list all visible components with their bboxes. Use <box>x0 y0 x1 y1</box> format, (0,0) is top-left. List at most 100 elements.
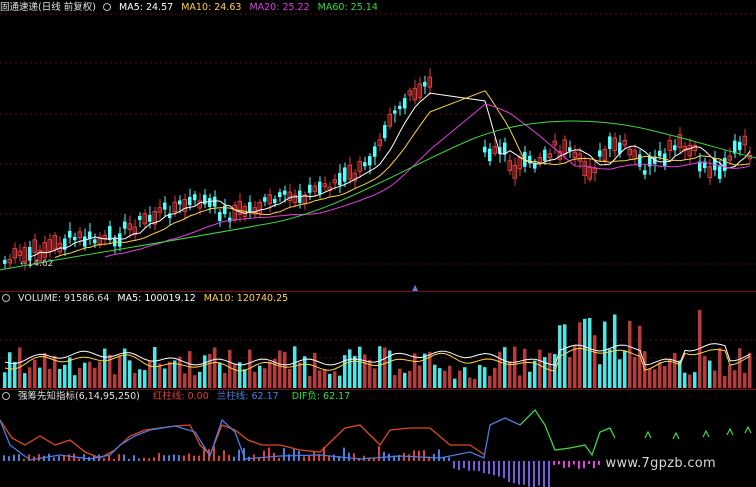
indicator-bar <box>588 461 590 465</box>
candlestick-body <box>718 166 722 179</box>
candlestick-body <box>742 135 747 146</box>
volume-bar <box>463 367 467 388</box>
candlestick-body <box>142 213 147 225</box>
volume-bar <box>728 364 732 388</box>
volume-bar <box>308 375 312 388</box>
candlestick-body <box>663 153 667 167</box>
indicator-bar <box>58 456 60 461</box>
volume-settings-gear-icon[interactable] <box>2 294 10 302</box>
candlestick-body <box>283 190 287 195</box>
indicator-bar <box>518 461 520 485</box>
candlestick-body <box>598 150 602 157</box>
volume-bar <box>328 373 332 388</box>
volume-bar <box>53 355 57 388</box>
candlestick-body <box>223 205 227 215</box>
indicator-settings-gear-icon[interactable] <box>2 392 10 400</box>
candlestick-body <box>622 139 627 146</box>
indicator-bar <box>338 456 340 461</box>
indicator-bar <box>583 461 585 469</box>
indicator-bar <box>38 454 40 461</box>
volume-bar <box>418 365 422 388</box>
indicator-bar <box>13 454 15 461</box>
candlestick-body <box>572 151 577 158</box>
indicator-bar <box>128 458 130 461</box>
indicator-bar <box>568 461 570 468</box>
candlestick-body <box>152 210 157 225</box>
volume-bar <box>413 353 417 388</box>
candlestick-body <box>692 144 697 152</box>
indicator-bar <box>423 450 425 461</box>
candlestick-body <box>687 144 692 157</box>
candlestick-body <box>347 164 352 180</box>
candlestick-body <box>352 172 357 182</box>
candlestick-body <box>423 81 427 87</box>
candlestick-body <box>287 191 292 202</box>
candlestick-body <box>168 213 172 219</box>
indicator-bar <box>18 454 20 461</box>
volume-bar <box>213 347 217 388</box>
candlestick-body <box>318 181 322 194</box>
volume-bar <box>453 378 457 388</box>
volume-bars <box>3 310 752 388</box>
volume-bar <box>373 368 377 388</box>
volume-bar <box>348 349 352 388</box>
indicator-bar <box>133 455 135 461</box>
volume-bar <box>108 354 112 388</box>
candlestick-body <box>703 161 707 169</box>
candlestick-body <box>248 202 252 213</box>
volume-bar <box>358 346 362 388</box>
volume-bar <box>238 362 242 388</box>
volume-bar <box>478 364 482 388</box>
volume-bar <box>178 356 182 388</box>
indicator-bar <box>258 457 260 461</box>
indicator-bar <box>103 457 105 461</box>
indicator-bar <box>153 457 155 461</box>
volume-bar <box>233 364 237 388</box>
volume-bar <box>43 352 47 388</box>
volume-bar <box>83 362 87 388</box>
volume-bar <box>93 367 97 388</box>
indicator-bar <box>578 461 580 469</box>
candlestick-body <box>498 147 502 154</box>
indicator-bar <box>348 452 350 461</box>
indicator-bar <box>278 457 280 461</box>
indicator-bar <box>343 447 345 461</box>
indicator-bar <box>498 461 500 477</box>
candlestick-body <box>733 140 737 154</box>
volume-bar <box>278 350 282 388</box>
indicator-bar <box>443 457 445 461</box>
indicator-bar <box>598 461 600 465</box>
candlestick-body <box>22 247 27 262</box>
volume-bar <box>718 348 722 388</box>
candlestick-body <box>552 140 557 146</box>
volume-bar <box>113 374 117 388</box>
ma5-value: MA5: 24.57 <box>119 2 174 13</box>
volume-bar <box>658 361 662 388</box>
volume-bar <box>563 324 567 388</box>
indicator-signal-marker <box>672 431 680 440</box>
indicator-bar <box>508 461 510 482</box>
indicator-bar <box>188 453 190 461</box>
indicator-bar <box>453 461 455 469</box>
volume-bar <box>528 371 532 388</box>
candlestick-body <box>83 236 87 247</box>
indicator-bar <box>53 457 55 461</box>
candlestick-body <box>42 242 47 258</box>
volume-bar <box>63 364 67 388</box>
volume-bar <box>593 335 597 388</box>
indicator-bar <box>173 454 175 461</box>
candlestick-body <box>492 146 497 154</box>
settings-gear-icon[interactable] <box>102 3 111 11</box>
volume-bar <box>743 372 747 388</box>
indicator-bar <box>168 455 170 461</box>
candlestick-body <box>427 76 432 88</box>
volume-bar <box>168 361 172 388</box>
volume-bar <box>123 348 127 388</box>
volume-ma-lines <box>4 343 751 372</box>
volume-bar <box>483 367 487 388</box>
indicator-bar <box>373 457 375 461</box>
volume-bar <box>208 353 212 388</box>
candlestick-body <box>93 239 97 244</box>
candlestick-body <box>643 170 647 175</box>
